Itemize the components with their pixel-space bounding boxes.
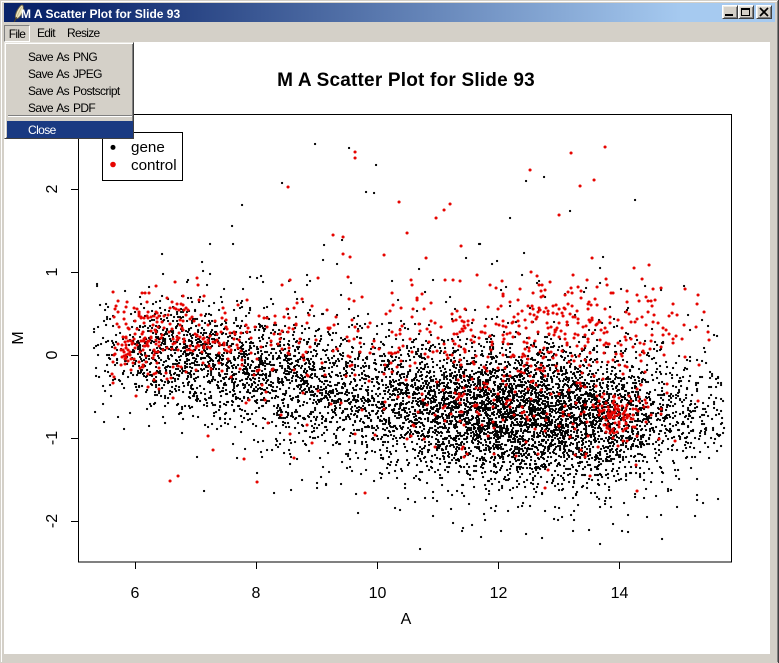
svg-text:-1: -1	[44, 431, 61, 445]
svg-text:12: 12	[490, 585, 508, 602]
svg-text:2: 2	[44, 184, 61, 193]
svg-text:1: 1	[44, 267, 61, 276]
svg-text:-2: -2	[44, 514, 61, 528]
svg-text:gene: gene	[131, 139, 165, 156]
svg-text:0: 0	[44, 350, 61, 359]
svg-text:10: 10	[369, 585, 387, 602]
svg-text:control: control	[131, 157, 177, 174]
svg-text:6: 6	[131, 585, 140, 602]
svg-text:14: 14	[611, 585, 629, 602]
svg-text:A: A	[401, 611, 412, 628]
svg-text:M: M	[10, 331, 27, 344]
svg-text:M A Scatter Plot for Slide 93: M A Scatter Plot for Slide 93	[277, 70, 535, 91]
svg-text:8: 8	[252, 585, 261, 602]
